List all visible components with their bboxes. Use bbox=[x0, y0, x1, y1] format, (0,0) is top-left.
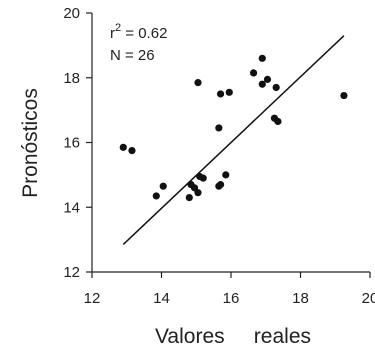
data-point bbox=[194, 79, 202, 87]
data-point bbox=[215, 124, 223, 132]
y-tick-label: 18 bbox=[63, 70, 80, 87]
data-point bbox=[263, 75, 272, 83]
data-point bbox=[258, 80, 266, 88]
data-point bbox=[222, 171, 230, 179]
r-squared-superscript: 2 bbox=[115, 22, 121, 34]
data-point bbox=[152, 192, 160, 200]
data-point bbox=[272, 83, 280, 92]
data-point bbox=[159, 182, 167, 190]
data-point bbox=[249, 69, 258, 77]
r-squared-prefix: r bbox=[110, 25, 115, 42]
axis-ticks bbox=[86, 12, 371, 278]
r-squared-annotation: r2 = 0.62 bbox=[110, 22, 167, 42]
x-tick-label: 20 bbox=[362, 290, 375, 307]
x-tick-label: 14 bbox=[153, 290, 170, 307]
y-tick-label: 12 bbox=[63, 264, 80, 281]
x-tick-label: 18 bbox=[292, 290, 309, 307]
data-points bbox=[119, 54, 348, 202]
data-point bbox=[128, 146, 136, 155]
data-point bbox=[216, 180, 225, 189]
y-axis-title: Pronósticos bbox=[19, 88, 42, 198]
r-squared-value: = 0.62 bbox=[121, 25, 167, 42]
y-tick-label: 14 bbox=[63, 199, 80, 216]
data-point bbox=[340, 91, 348, 100]
x-tick-label: 12 bbox=[84, 290, 101, 307]
y-tick-label: 16 bbox=[63, 135, 80, 152]
y-tick-label: 20 bbox=[63, 5, 80, 22]
x-axis-title: Valores reales bbox=[155, 325, 311, 348]
data-point bbox=[274, 117, 282, 126]
data-point bbox=[119, 143, 127, 151]
x-tick-label: 16 bbox=[223, 290, 240, 307]
data-point bbox=[258, 54, 266, 62]
data-point bbox=[216, 90, 225, 98]
data-point bbox=[194, 189, 202, 197]
data-point bbox=[199, 174, 207, 182]
regression-line bbox=[122, 35, 345, 246]
axis-tick-labels: 12 14 16 18 20 12 14 16 18 20 bbox=[63, 5, 375, 307]
data-point bbox=[185, 193, 193, 202]
data-point bbox=[225, 88, 233, 96]
sample-size-annotation: N = 26 bbox=[110, 47, 155, 64]
